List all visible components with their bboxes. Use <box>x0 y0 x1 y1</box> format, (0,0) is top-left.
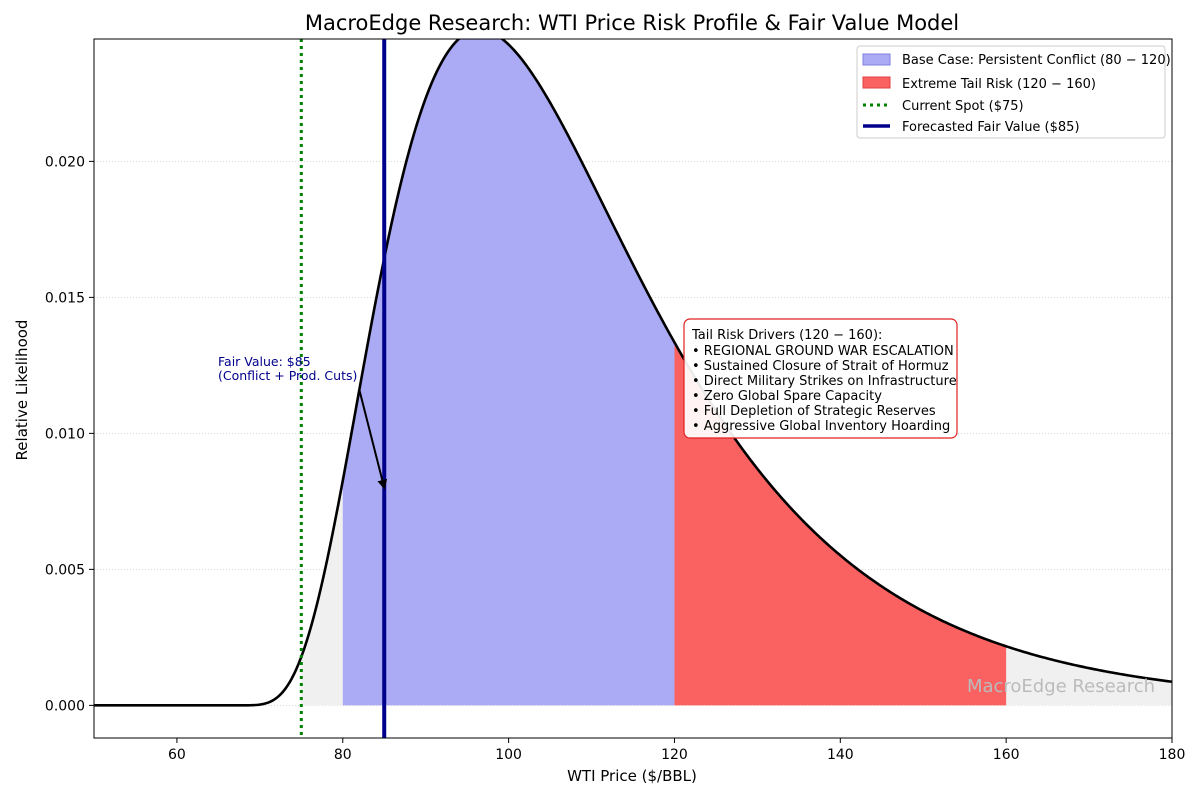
legend: Base Case: Persistent Conflict (80 − 120… <box>856 45 1171 139</box>
legend-label-base-case: Base Case: Persistent Conflict (80 − 120… <box>902 53 1171 68</box>
x-axis: 60 80 100 120 140 160 180 <box>168 738 1185 763</box>
x-tick-label: 100 <box>495 747 522 763</box>
x-tick-label: 180 <box>1159 747 1186 763</box>
y-tick-label: 0.005 <box>45 562 85 578</box>
legend-label-current-spot: Current Spot ($75) <box>902 99 1024 114</box>
legend-frame <box>856 45 1166 139</box>
tail-risk-driver: • Sustained Closure of Strait of Hormuz <box>692 359 949 374</box>
tail-risk-fill <box>674 342 1007 706</box>
x-tick-label: 80 <box>334 747 352 763</box>
legend-label-fair-value: Forecasted Fair Value ($85) <box>902 120 1080 135</box>
legend-label-tail-risk: Extreme Tail Risk (120 − 160) <box>902 77 1096 92</box>
base-case-fill <box>342 39 675 706</box>
plot-frame <box>93 38 1173 739</box>
y-tick-label: 0.010 <box>45 426 85 442</box>
tail-risk-driver: • REGIONAL GROUND WAR ESCALATION <box>692 344 954 359</box>
y-tick-label: 0.015 <box>45 290 85 306</box>
legend-swatch-base-case <box>862 53 891 66</box>
x-tick-label: 160 <box>993 747 1020 763</box>
tail-risk-box: Tail Risk Drivers (120 − 160): • REGIONA… <box>683 318 958 439</box>
chart-title: MacroEdge Research: WTI Price Risk Profi… <box>305 11 959 35</box>
high-price-fill <box>1006 646 1172 706</box>
y-tick-label: 0.020 <box>45 154 85 170</box>
x-tick-label: 140 <box>827 747 854 763</box>
tail-risk-box-frame <box>683 318 958 439</box>
tail-risk-driver: • Full Depletion of Strategic Reserves <box>692 404 936 419</box>
fair-value-annotation-line2: (Conflict + Prod. Cuts) <box>218 368 357 383</box>
x-tick-label: 120 <box>661 747 688 763</box>
y-axis-label: Relative Likelihood <box>13 320 31 461</box>
x-axis-label: WTI Price ($/BBL) <box>567 767 697 785</box>
fair-value-arrow <box>358 389 388 490</box>
fair-value-annotation-line1: Fair Value: $85 <box>218 354 311 369</box>
tail-risk-driver: • Direct Military Strikes on Infrastruct… <box>692 374 957 389</box>
watermark: MacroEdge Research <box>967 676 1155 697</box>
tail-risk-heading: Tail Risk Drivers (120 − 160): <box>691 328 882 343</box>
density-curve <box>94 39 1172 707</box>
tail-risk-driver: • Aggressive Global Inventory Hoarding <box>692 419 950 434</box>
legend-swatch-tail-risk <box>862 76 891 89</box>
y-tick-label: 0.000 <box>45 698 85 714</box>
x-tick-label: 60 <box>168 747 186 763</box>
tail-risk-driver: • Zero Global Spare Capacity <box>692 389 882 404</box>
y-axis: 0.000 0.005 0.010 0.015 0.020 <box>45 154 94 714</box>
